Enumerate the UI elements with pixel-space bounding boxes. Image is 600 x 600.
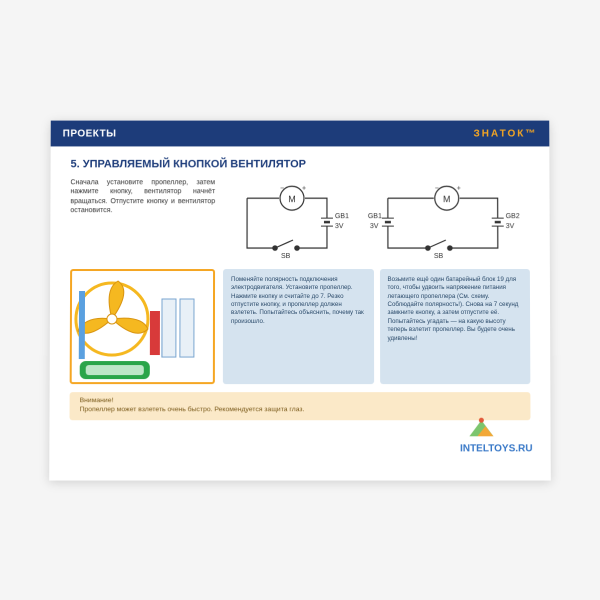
svg-text:−: −: [435, 185, 439, 192]
watermark-text: INTELTOYS.RU: [460, 443, 533, 454]
header-bar: ПРОЕКТЫ ЗНАТОК™: [51, 121, 550, 147]
row-bottom: Поменяйте полярность подключения электро…: [70, 269, 531, 384]
section-title: 5. УПРАВЛЯЕМЫЙ КНОПКОЙ ВЕНТИЛЯТОР: [71, 158, 530, 170]
bat2-label: GB2: [506, 213, 520, 220]
circuit-diagram-2: M − + SB GB1 3V GB2 3V: [368, 178, 528, 263]
tip-box-2: Возьмите ещё один батарейный блок 19 для…: [379, 269, 530, 384]
svg-text:+: +: [457, 185, 461, 192]
watermark-logo-icon: [467, 416, 495, 438]
page: ПРОЕКТЫ ЗНАТОК™ 5. УПРАВЛЯЕМЫЙ КНОПКОЙ В…: [49, 121, 551, 481]
motor-label-2: M: [443, 194, 451, 204]
warning-text: Пропеллер может взлететь очень быстро. Р…: [80, 406, 305, 413]
brand-logo: ЗНАТОК™: [474, 128, 538, 139]
svg-text:+: +: [302, 185, 306, 192]
circuits-area: M − + SB GB1 3V: [225, 178, 530, 263]
intro-text: Сначала установите пропеллер, затем нажм…: [70, 178, 215, 263]
switch-label: SB: [281, 253, 291, 260]
volt-label: 3V: [335, 223, 344, 230]
warning-label: Внимание!: [80, 397, 114, 404]
svg-text:−: −: [280, 185, 284, 192]
switch-label-2: SB: [434, 253, 444, 260]
bat-label: GB1: [335, 213, 349, 220]
header-title: ПРОЕКТЫ: [63, 128, 117, 139]
tip-box-1: Поменяйте полярность подключения электро…: [223, 269, 374, 384]
warning-box: Внимание! Пропеллер может взлететь очень…: [70, 392, 531, 420]
volt1-label: 3V: [370, 223, 379, 230]
circuit-diagram-1: M − + SB GB1 3V: [227, 178, 357, 263]
content: 5. УПРАВЛЯЕМЫЙ КНОПКОЙ ВЕНТИЛЯТОР Сначал…: [49, 146, 550, 432]
bat1-label: GB1: [368, 213, 382, 220]
tips-row: Поменяйте полярность подключения электро…: [223, 269, 530, 384]
photo-propeller: [70, 269, 215, 384]
motor-label: M: [288, 194, 295, 204]
row-top: Сначала установите пропеллер, затем нажм…: [70, 178, 530, 263]
volt2-label: 3V: [506, 223, 515, 230]
